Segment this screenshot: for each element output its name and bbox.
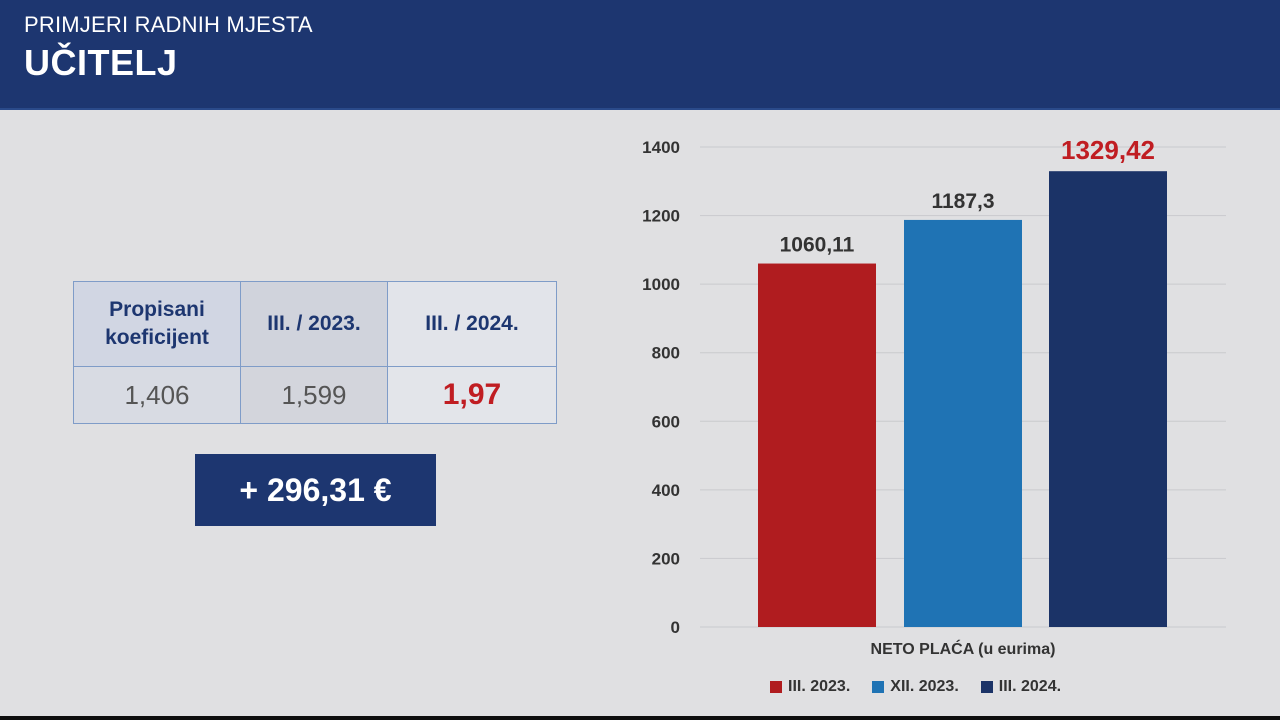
coefficient-table: Propisani koeficijent III. / 2023. III. … — [73, 281, 557, 424]
header-cell-coefficient: Propisani koeficijent — [73, 281, 241, 367]
data-label-2: 1187,3 — [931, 190, 994, 213]
header-subtitle: PRIMJERI RADNIH MJESTA — [24, 12, 313, 37]
bar-2 — [904, 219, 1022, 627]
header-banner: PRIMJERI RADNIH MJESTA UČITELJ — [0, 0, 1280, 110]
legend-item-3: III. 2024. — [980, 678, 1062, 696]
header-title: UČITELJ — [24, 42, 178, 83]
legend-swatch — [980, 681, 993, 693]
value-cell-2023: 1,599 — [240, 366, 388, 424]
y-tick-label: 200 — [652, 549, 680, 568]
bar-1 — [758, 263, 876, 627]
value-cell-2024: 1,97 — [387, 366, 557, 424]
bar-3 — [1049, 171, 1167, 627]
legend-swatch — [872, 681, 885, 693]
legend-item-2: XII. 2023. — [872, 678, 959, 696]
y-tick-label: 600 — [652, 412, 680, 431]
coefficient-table-value-row: 1,406 1,599 1,97 — [73, 366, 557, 424]
legend-label: XII. 2023. — [890, 678, 959, 695]
bottom-strip — [0, 716, 1280, 720]
legend-item-1: III. 2023. — [770, 678, 850, 696]
y-tick-label: 0 — [671, 618, 680, 637]
data-label-1: 1060,11 — [780, 234, 855, 257]
y-tick-label: 1400 — [642, 138, 680, 157]
y-tick-label: 800 — [652, 344, 680, 363]
legend-label: III. 2024. — [998, 678, 1062, 695]
y-tick-label: 400 — [652, 481, 680, 500]
legend-swatch — [770, 681, 782, 693]
legend-label: III. 2023. — [788, 678, 851, 695]
increase-badge: + 296,31 € — [195, 454, 436, 526]
data-label-3: 1329,42 — [1061, 135, 1155, 165]
value-cell-coefficient: 1,406 — [73, 366, 241, 424]
y-tick-label: 1000 — [642, 275, 680, 294]
header-cell-2024: III. / 2024. — [387, 281, 557, 367]
header-cell-2023: III. / 2023. — [240, 281, 388, 367]
chart-legend: III. 2023. XII. 2023. III. 2024. — [770, 678, 1061, 696]
y-tick-label: 1200 — [642, 207, 680, 226]
x-axis-label: NETO PLAĆA (u eurima) — [870, 641, 1056, 658]
coefficient-table-header-row: Propisani koeficijent III. / 2023. III. … — [73, 281, 557, 367]
